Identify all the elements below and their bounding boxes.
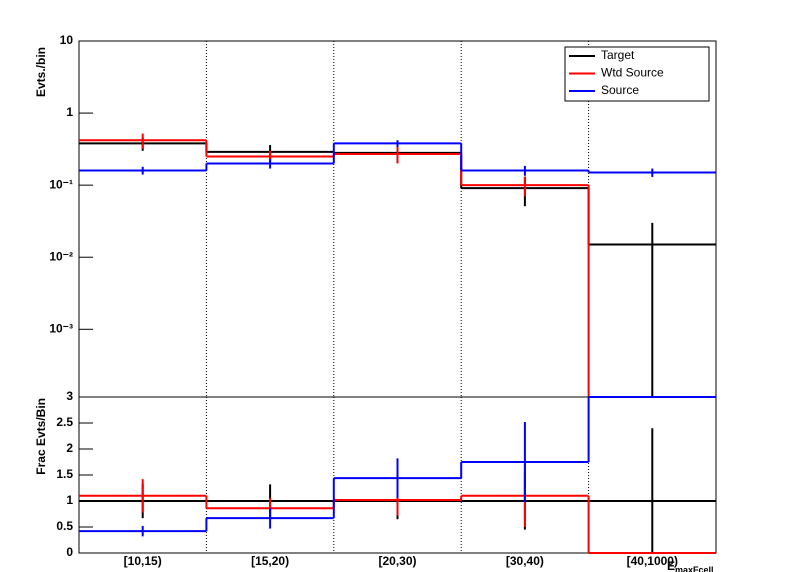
y-tick-label: 10⁻³	[49, 321, 73, 335]
x-axis-title: EmaxFcell	[667, 559, 714, 572]
y-axis-title: Frac Evts/Bin	[34, 398, 48, 475]
y-tick-label: 10⁻²	[49, 249, 73, 263]
y-tick-label: 2	[66, 441, 73, 455]
y-tick-label: 1	[66, 493, 73, 507]
x-tick-label: [10,15)	[124, 554, 162, 568]
y-tick-label: 1	[66, 105, 73, 119]
y-tick-label: 3	[66, 389, 73, 403]
x-tick-label: [20,30)	[378, 554, 416, 568]
y-tick-label: 0.5	[56, 519, 73, 533]
y-axis-title: Evts./bin	[34, 47, 48, 97]
legend-label: Target	[601, 48, 635, 62]
y-tick-label: 0	[66, 545, 73, 559]
legend-label: Wtd Source	[601, 66, 664, 80]
legend-label: Source	[601, 83, 639, 97]
x-tick-label: [30,40)	[506, 554, 544, 568]
y-tick-label: 10⁻¹	[49, 177, 73, 191]
x-tick-label: [40,1000)	[627, 554, 678, 568]
x-axis-title-main: E	[667, 559, 675, 572]
y-tick-label: 2.5	[56, 415, 73, 429]
x-tick-label: [15,20)	[251, 554, 289, 568]
x-axis-title-sub: maxFcell	[675, 565, 714, 572]
y-tick-label: 1.5	[56, 467, 73, 481]
y-tick-label: 10	[60, 33, 74, 47]
